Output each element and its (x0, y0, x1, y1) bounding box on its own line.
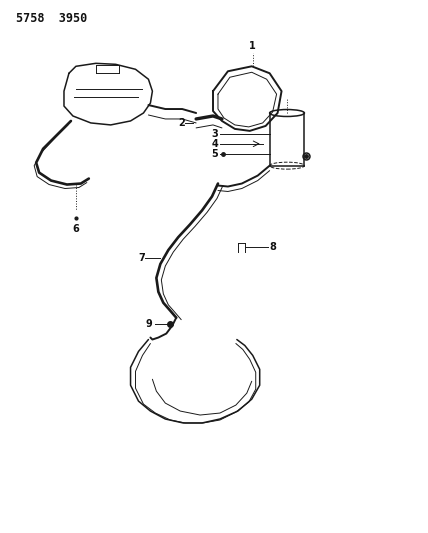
Text: 2: 2 (178, 118, 185, 128)
Text: 9: 9 (146, 319, 152, 329)
Text: 5: 5 (211, 149, 218, 159)
Text: 6: 6 (72, 224, 79, 235)
Text: 4: 4 (211, 139, 218, 149)
Text: 1: 1 (250, 42, 256, 51)
Text: 7: 7 (139, 253, 146, 263)
Text: 5758  3950: 5758 3950 (16, 12, 88, 25)
Text: 3: 3 (211, 129, 218, 139)
Text: 8: 8 (270, 242, 276, 252)
